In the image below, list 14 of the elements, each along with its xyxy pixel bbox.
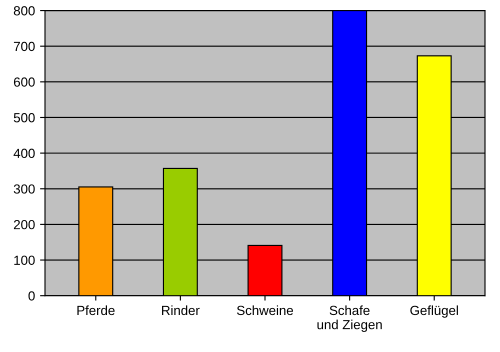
x-tick-label: Rinder	[162, 305, 200, 316]
x-tick-label: Geflügel	[410, 305, 458, 318]
y-tick-label: 500	[14, 113, 35, 122]
y-tick-label: 300	[14, 184, 35, 194]
x-tick-label: Schweine	[236, 305, 294, 316]
y-tick-label: 200	[14, 220, 35, 230]
x-tick-label: Schafe und Ziegen	[317, 305, 382, 332]
x-tick-label: Pferde	[77, 305, 115, 316]
y-tick-label: 800	[14, 6, 35, 16]
y-tick-label: 0	[28, 291, 35, 301]
y-tick-label: 400	[14, 148, 35, 158]
y-tick-label: 600	[14, 77, 35, 87]
y-tick-label: 100	[14, 256, 35, 265]
y-tick-label: 700	[14, 42, 35, 52]
